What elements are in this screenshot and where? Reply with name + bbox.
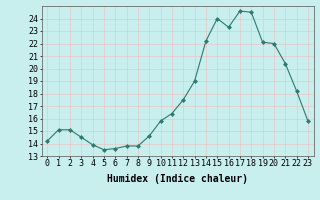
X-axis label: Humidex (Indice chaleur): Humidex (Indice chaleur) xyxy=(107,174,248,184)
